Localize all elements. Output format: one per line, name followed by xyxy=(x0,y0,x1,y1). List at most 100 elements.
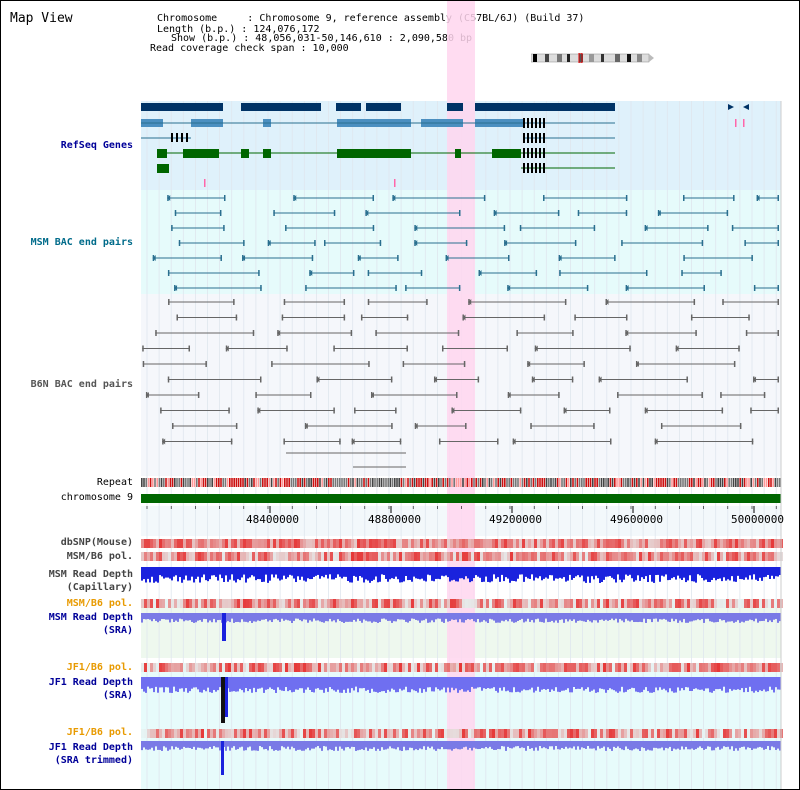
depth-bar xyxy=(759,613,761,622)
repeat-mark xyxy=(772,478,774,487)
heat-cell xyxy=(591,552,594,561)
heat-cell xyxy=(636,539,639,548)
repeat-mark xyxy=(715,478,717,487)
depth-bar xyxy=(235,741,237,750)
repeat-mark xyxy=(374,478,376,487)
depth-bar xyxy=(595,741,597,751)
depth-bar xyxy=(481,613,483,622)
depth-bar xyxy=(485,567,487,577)
heat-cell xyxy=(207,539,210,548)
heat-cell xyxy=(759,599,762,608)
depth-bar xyxy=(779,741,781,751)
heat-cell xyxy=(585,539,588,548)
heat-cell xyxy=(672,539,675,548)
heat-cell xyxy=(657,663,660,672)
chromosome-ideogram[interactable] xyxy=(531,53,654,63)
heat-cell xyxy=(462,729,465,738)
heat-cell xyxy=(444,729,447,738)
depth-bar xyxy=(491,613,493,620)
depth-bar xyxy=(547,677,549,689)
depth-bar xyxy=(379,677,381,693)
heat-cell xyxy=(720,729,723,738)
heat-cell xyxy=(423,539,426,548)
heat-cell xyxy=(255,663,258,672)
heat-cell xyxy=(585,729,588,738)
heat-cell xyxy=(519,729,522,738)
depth-bar xyxy=(389,741,391,747)
depth-bar xyxy=(487,741,489,749)
heat-cell xyxy=(246,663,249,672)
depth-bar xyxy=(429,567,431,576)
heat-cell xyxy=(402,663,405,672)
heat-cell xyxy=(243,729,246,738)
repeat-mark xyxy=(242,478,244,487)
heat-cell xyxy=(576,599,579,608)
heat-cell xyxy=(249,539,252,548)
heat-cell xyxy=(183,539,186,548)
heat-cell xyxy=(657,539,660,548)
depth-bar xyxy=(539,567,541,577)
repeat-mark xyxy=(416,478,418,487)
heat-cell xyxy=(273,729,276,738)
heat-cell xyxy=(660,552,663,561)
repeat-mark xyxy=(303,478,306,487)
repeat-mark xyxy=(253,478,255,487)
depth-bar xyxy=(385,741,387,750)
heat-cell xyxy=(642,539,645,548)
label-jf1-pol-2: JF1/B6 pol. xyxy=(66,727,133,738)
depth-bar xyxy=(257,677,259,689)
label-jf1-pol-1: JF1/B6 pol. xyxy=(66,662,133,673)
bac-end xyxy=(142,345,144,352)
depth-bar xyxy=(347,741,349,748)
heat-cell xyxy=(228,552,231,561)
depth-bar xyxy=(765,677,767,692)
depth-bar xyxy=(229,613,231,623)
heat-cell xyxy=(183,663,186,672)
heat-cell xyxy=(324,663,327,672)
bac-end xyxy=(593,423,595,429)
heat-cell xyxy=(765,599,768,608)
heat-cell xyxy=(627,729,630,738)
depth-bar xyxy=(317,741,319,747)
depth-bar xyxy=(735,567,737,582)
heat-cell xyxy=(744,552,747,561)
bac-end xyxy=(621,240,623,246)
repeat-mark xyxy=(149,478,152,487)
depth-bar xyxy=(701,677,703,690)
depth-bar xyxy=(193,677,195,688)
depth-bar xyxy=(643,567,645,579)
repeat-mark xyxy=(455,478,458,487)
depth-bar xyxy=(697,567,699,575)
repeat-mark xyxy=(405,478,407,487)
depth-bar xyxy=(177,741,179,748)
depth-bar xyxy=(363,741,365,751)
repeat-mark xyxy=(499,478,502,487)
repeat-mark xyxy=(532,478,535,487)
depth-bar xyxy=(583,741,585,749)
repeat-mark xyxy=(622,478,625,487)
heat-cell xyxy=(366,663,369,672)
depth-bar xyxy=(191,677,193,689)
bac-arrow xyxy=(445,255,449,261)
depth-bar xyxy=(219,613,221,620)
depth-bar xyxy=(313,677,315,693)
heat-cell xyxy=(495,599,498,608)
depth-bar xyxy=(569,567,571,575)
depth-bar xyxy=(183,613,185,622)
heat-cell xyxy=(387,539,390,548)
depth-bar xyxy=(467,613,469,620)
heat-cell xyxy=(309,663,312,672)
heat-cell xyxy=(351,552,354,561)
heat-cell xyxy=(213,729,216,738)
heat-cell xyxy=(693,539,696,548)
heat-cell xyxy=(480,599,483,608)
repeat-mark xyxy=(369,478,372,487)
map-title: Map View xyxy=(10,11,73,26)
depth-bar xyxy=(559,613,561,620)
repeat-mark xyxy=(651,478,653,487)
bac-end xyxy=(176,314,178,321)
bac-end xyxy=(686,376,688,383)
depth-bar xyxy=(319,741,321,749)
depth-bar xyxy=(753,677,755,693)
